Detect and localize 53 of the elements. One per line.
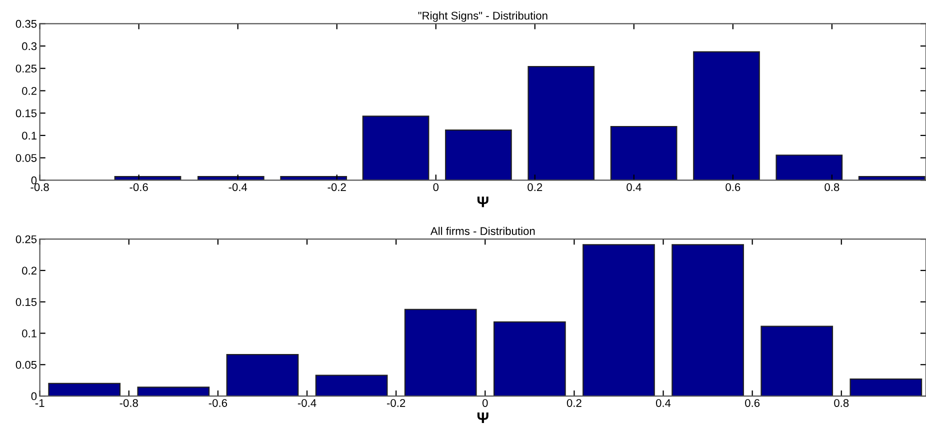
bar bbox=[850, 378, 922, 396]
x-tick-label: -0.2 bbox=[386, 399, 406, 407]
x-tick-label: -0.4 bbox=[298, 399, 316, 407]
bar bbox=[776, 154, 843, 180]
x-axis-title: Ψ bbox=[477, 412, 488, 424]
x-tick-label: 0.6 bbox=[745, 399, 760, 407]
x-tick-label: -1 bbox=[35, 399, 44, 407]
x-tick-label: -0.6 bbox=[130, 183, 148, 192]
y-tick-label: 0.35 bbox=[16, 20, 37, 28]
bar bbox=[760, 326, 834, 396]
y-tick-label: 0.05 bbox=[16, 360, 37, 369]
bar bbox=[226, 354, 299, 396]
bar bbox=[404, 308, 477, 396]
x-tick-label: 0.2 bbox=[566, 399, 582, 407]
x-tick-label: 0.6 bbox=[726, 183, 740, 192]
x-tick-label: 0 bbox=[433, 183, 439, 192]
y-tick-label: 0.2 bbox=[22, 86, 36, 95]
y-tick-label: 0 bbox=[31, 392, 37, 400]
x-tick-label: -0.4 bbox=[228, 183, 248, 192]
x-tick-label: 0.8 bbox=[834, 399, 849, 407]
y-tick-label: 0.25 bbox=[16, 64, 37, 73]
x-tick-label: -0.8 bbox=[30, 183, 49, 192]
y-tick-label: 0.15 bbox=[16, 298, 37, 306]
bar bbox=[493, 321, 566, 396]
y-tick-label: 0.2 bbox=[22, 266, 36, 275]
y-tick-label: 0.15 bbox=[16, 109, 37, 118]
x-axis-title: Ψ bbox=[477, 196, 488, 208]
bar bbox=[362, 116, 430, 180]
x-tick-label: -0.2 bbox=[328, 183, 346, 192]
x-tick-label: 0.2 bbox=[528, 183, 542, 192]
bar bbox=[610, 126, 678, 180]
x-tick-label: 0.4 bbox=[626, 183, 642, 192]
x-tick-label: 0.4 bbox=[656, 399, 671, 407]
bar bbox=[528, 66, 595, 180]
bar bbox=[137, 386, 210, 396]
bar bbox=[48, 382, 121, 396]
chart-title: "Right Signs" - Distribution bbox=[418, 11, 548, 22]
y-tick-label: 0.3 bbox=[22, 42, 37, 50]
bar bbox=[693, 51, 760, 180]
chart-title: All firms - Distribution bbox=[430, 226, 535, 236]
x-tick-label: -0.8 bbox=[120, 399, 138, 407]
bar bbox=[672, 244, 744, 396]
x-tick-label: 0.8 bbox=[824, 183, 840, 192]
y-tick-label: 0.1 bbox=[22, 330, 36, 338]
y-tick-label: 0.05 bbox=[16, 154, 37, 162]
bar bbox=[445, 130, 512, 180]
x-tick-label: 0 bbox=[482, 399, 488, 407]
bar bbox=[582, 244, 655, 396]
x-tick-label: -0.6 bbox=[208, 399, 228, 407]
y-tick-label: 0.1 bbox=[22, 132, 36, 140]
y-tick-label: 0 bbox=[31, 176, 37, 184]
bar bbox=[315, 374, 388, 396]
y-tick-label: 0.25 bbox=[16, 235, 37, 244]
